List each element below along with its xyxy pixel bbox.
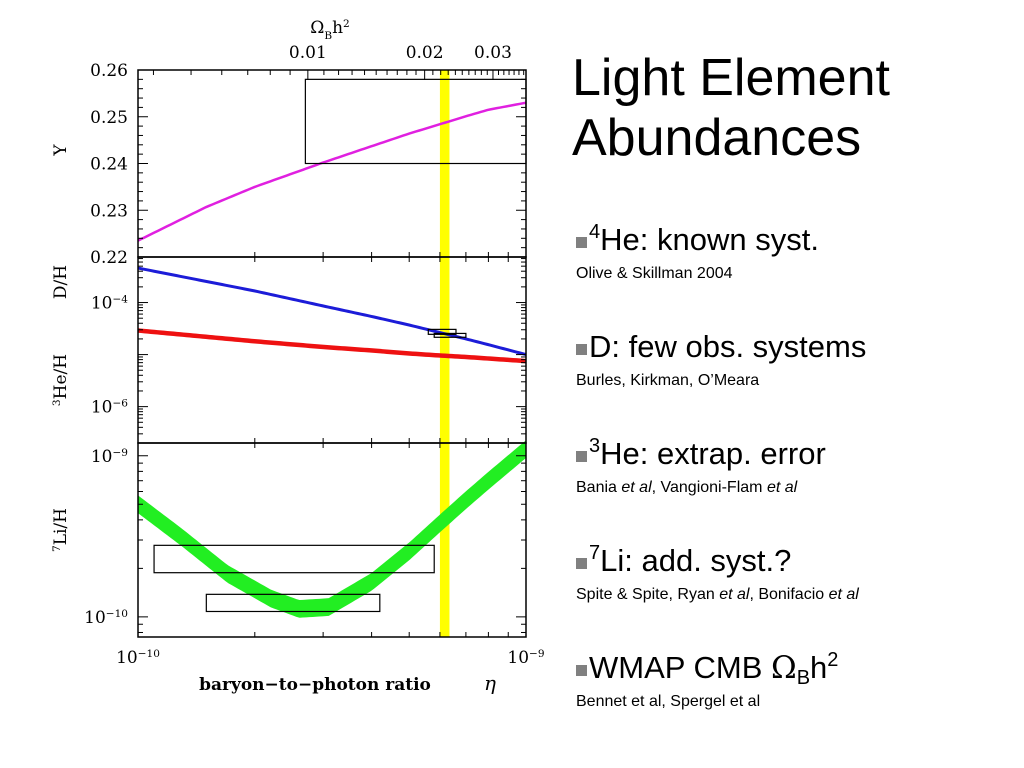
bullet-he4: 4He: known syst. Olive & Skillman 2004 [576, 222, 819, 284]
y-tick-label: 0.25 [90, 108, 128, 128]
y-tick-label: 10−10 [84, 608, 128, 628]
bullet-reference: Bania et al, Vangioni-Flam et al [576, 478, 826, 498]
x-axis-symbol: η [484, 671, 496, 695]
top-tick-label: 0.01 [289, 43, 327, 63]
y-tick-label: 0.23 [90, 201, 128, 221]
ref-text: , Vangioni-Flam [652, 479, 767, 496]
deuterium-curve [138, 268, 526, 355]
y-axis-label-dh: D/H [51, 265, 71, 299]
x-axis-label: baryon−to−photon ratio [199, 675, 431, 695]
bullet-reference: Bennet et al, Spergel et al [576, 692, 838, 712]
top-axis-label: ΩBh2 [310, 18, 350, 42]
bullet-square-icon [576, 344, 587, 355]
slide-title: Light Element Abundances [572, 48, 890, 168]
ref-italic: et al [829, 586, 859, 603]
ref-italic: et al [621, 479, 651, 496]
top-tick-label: 0.03 [474, 43, 512, 63]
y-axis-label-y: Y [51, 144, 71, 157]
bullet-square-icon [576, 558, 587, 569]
ref-text: Olive & Skillman 2004 [576, 265, 733, 282]
y-tick-label: 0.22 [90, 248, 128, 268]
bullet-reference: Olive & Skillman 2004 [576, 264, 819, 284]
bullet-sup: 4 [589, 221, 600, 243]
y-tick-label: 0.26 [90, 61, 128, 81]
x-tick-label: 10−10 [116, 648, 160, 668]
series-layer [138, 103, 526, 618]
ref-text: Bennet et al, Spergel et al [576, 693, 760, 710]
bullet-text: D: few obs. systems [589, 329, 866, 364]
bullet-sup: 7 [589, 542, 600, 564]
slide-title-line-1: Light Element [572, 48, 890, 108]
bullet-square-icon [576, 237, 587, 248]
bullet-text: He: extrap. error [600, 436, 826, 471]
he4-curve [138, 103, 526, 241]
ref-italic: et al [767, 479, 797, 496]
omega-symbol: Ω [771, 650, 797, 686]
bullet-sub: B [797, 667, 810, 689]
bullet-text: WMAP CMB [589, 650, 771, 685]
ref-text: Spite & Spite, Ryan [576, 586, 719, 603]
ref-italic: et al [719, 586, 749, 603]
ref-text: Burles, Kirkman, O’Meara [576, 372, 759, 389]
bullet-reference: Spite & Spite, Ryan et al, Bonifacio et … [576, 585, 859, 605]
top-tick-label: 0.02 [406, 43, 444, 63]
bullet-square-icon [576, 665, 587, 676]
y-tick-label: 10−4 [91, 294, 128, 314]
bullet-square-icon [576, 451, 587, 462]
bullet-h: h [810, 650, 827, 685]
li7-band [138, 440, 526, 618]
bullet-wmap: WMAP CMB ΩBh2 Bennet et al, Spergel et a… [576, 650, 838, 712]
panel-frame [138, 257, 526, 443]
bullet-he3: 3He: extrap. error Bania et al, Vangioni… [576, 436, 826, 498]
obs-box-layer [154, 79, 526, 611]
bullet-sup: 3 [589, 435, 600, 457]
bullet-sup: 2 [827, 649, 838, 671]
slide-title-line-2: Abundances [572, 108, 890, 168]
bullet-li7: 7Li: add. syst.? Spite & Spite, Ryan et … [576, 543, 859, 605]
y-axis-label-li7h: 7Li/H [51, 508, 71, 552]
y-axis-label-he3h: 3He/H [51, 354, 71, 406]
ref-text: Bania [576, 479, 621, 496]
bullet-reference: Burles, Kirkman, O’Meara [576, 371, 866, 391]
bbn-abundance-chart: 0.22 0.23 0.24 0.25 0.26 10−4 10−6 10−9 10−10 Y D/… [0, 0, 560, 768]
y-tick-label: 0.24 [90, 155, 128, 175]
ref-text: , Bonifacio [749, 586, 828, 603]
bullet-deuterium: D: few obs. systems Burles, Kirkman, O’M… [576, 329, 866, 391]
bullet-text: Li: add. syst.? [600, 543, 791, 578]
observation-box [305, 79, 526, 163]
x-tick-label: 10−9 [507, 648, 544, 668]
bullet-text: He: known syst. [600, 222, 819, 257]
y-tick-label: 10−6 [91, 398, 128, 418]
he3-curve [138, 331, 526, 362]
y-tick-label: 10−9 [91, 447, 128, 467]
